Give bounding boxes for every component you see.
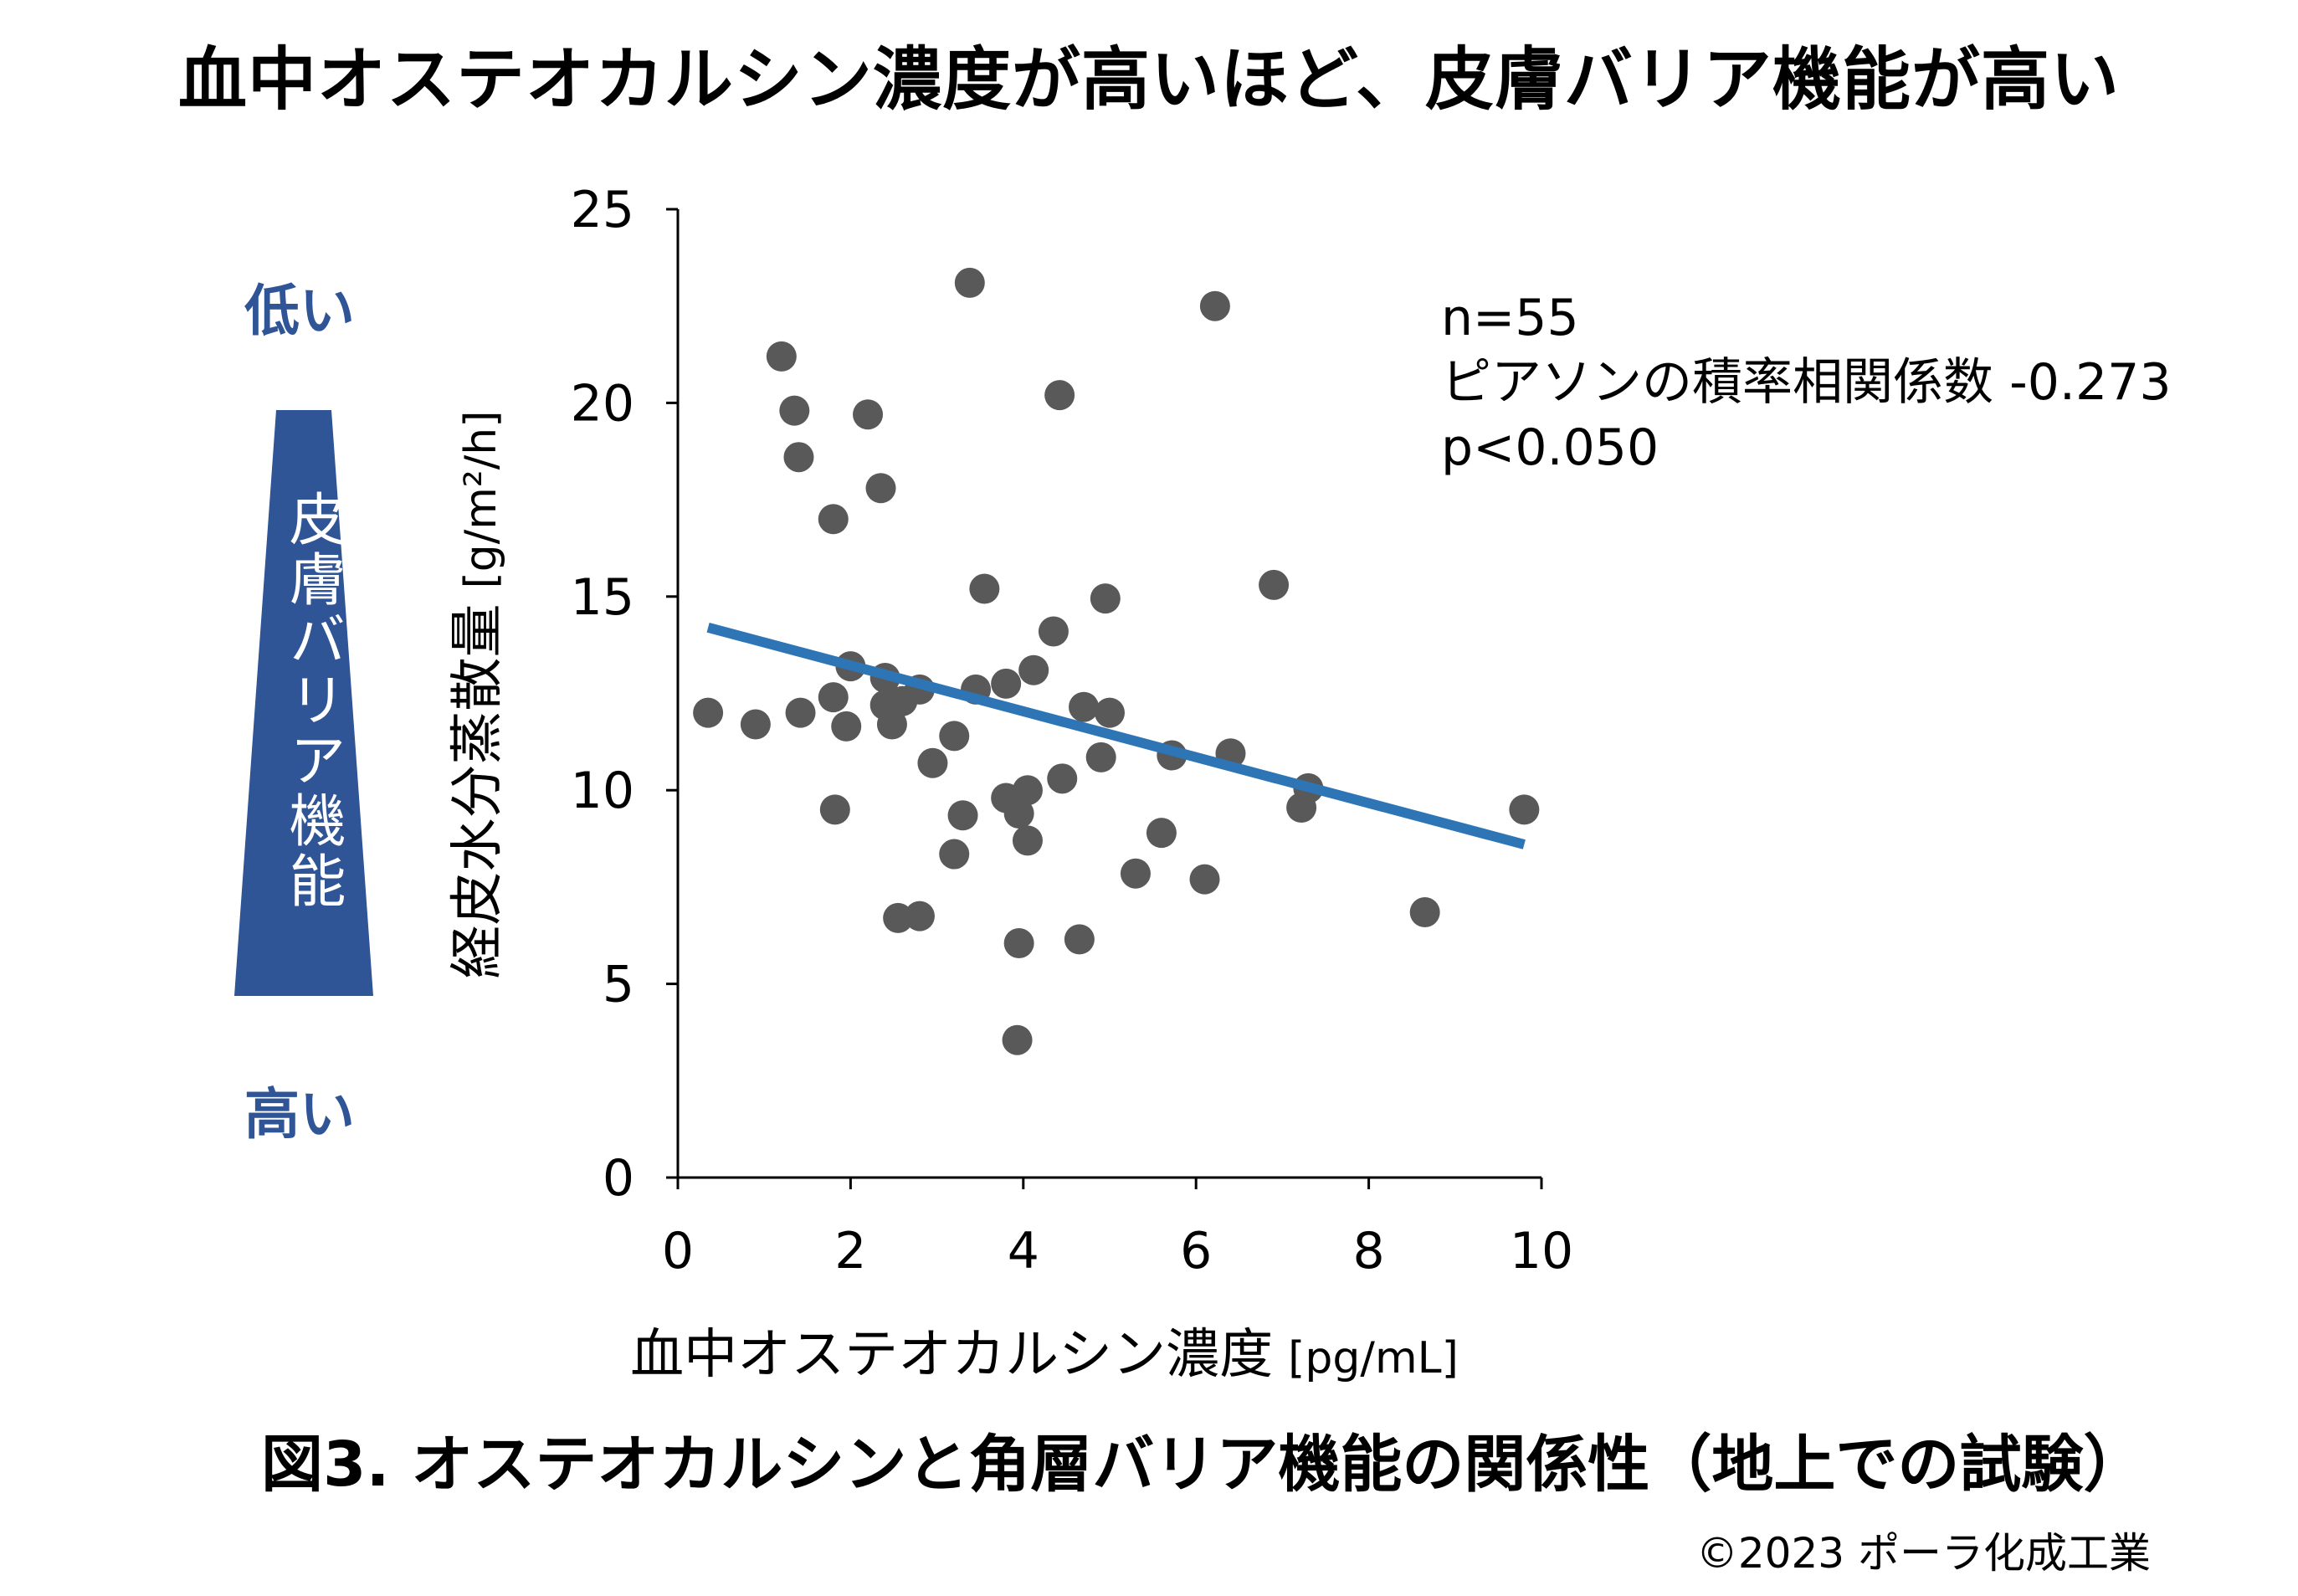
data-point <box>954 267 985 298</box>
y-tick-label: 5 <box>603 956 634 1014</box>
data-point <box>1120 858 1151 889</box>
data-point <box>1199 290 1230 321</box>
data-point <box>917 747 948 778</box>
stat-p-value: p<0.050 <box>1441 418 1659 477</box>
data-point <box>883 902 914 933</box>
data-point <box>1018 654 1049 685</box>
data-point <box>853 399 884 430</box>
data-point <box>904 901 935 931</box>
y-axis-unit: [g/m²/h] <box>456 410 506 588</box>
x-tick-label: 8 <box>1353 1222 1385 1280</box>
data-point <box>947 800 978 831</box>
data-point <box>783 442 814 473</box>
x-axis-title: 血中オステオカルシン濃度 [pg/mL] <box>630 1324 1459 1386</box>
figure-caption: 図3. オステオカルシンと角層バリア機能の関係性（地上での試験） <box>261 1429 2146 1501</box>
data-point <box>766 341 797 372</box>
page-headline: 血中オステオカルシン濃度が高いほど、皮膚バリア機能が高い <box>178 40 2120 120</box>
trendline <box>706 623 1526 849</box>
data-point <box>779 395 810 426</box>
data-point <box>939 839 970 870</box>
data-point <box>1069 691 1100 722</box>
trendline-group <box>706 623 1526 849</box>
data-point <box>1003 798 1034 829</box>
data-point <box>1509 794 1540 825</box>
data-point <box>1085 742 1116 772</box>
barrier-high-label: 高い <box>244 1082 355 1147</box>
data-point <box>1038 616 1069 647</box>
stat-n: n=55 <box>1441 289 1579 347</box>
data-point <box>818 682 849 713</box>
x-tick-label: 6 <box>1180 1222 1212 1280</box>
x-axis-ticks: 0 2 4 6 8 10 <box>662 1178 1573 1280</box>
data-point <box>865 473 896 504</box>
data-point <box>1012 825 1043 856</box>
data-point <box>876 709 907 740</box>
data-point <box>1189 864 1220 895</box>
data-point <box>693 697 724 728</box>
x-tick-label: 10 <box>1510 1222 1573 1280</box>
barrier-trapezoid-shape <box>234 410 373 996</box>
y-tick-label: 25 <box>571 181 634 239</box>
data-point <box>1146 818 1177 849</box>
y-axis-ticks: 0 5 10 15 20 25 <box>571 181 678 1208</box>
y-tick-label: 20 <box>571 374 634 433</box>
data-point <box>1090 583 1121 614</box>
x-tick-label: 0 <box>662 1222 694 1280</box>
data-point <box>1095 697 1125 728</box>
data-point <box>969 573 1000 604</box>
data-point <box>1002 1024 1033 1055</box>
barrier-low-label: 低い <box>244 279 355 343</box>
data-point <box>818 504 849 535</box>
data-point <box>1409 896 1440 927</box>
barrier-trapezoid <box>234 410 373 996</box>
data-point <box>939 721 970 752</box>
data-point <box>831 711 862 742</box>
stat-pearson: ピアソンの積率相関係数 -0.273 <box>1441 353 2172 412</box>
x-axis-unit: [pg/mL] <box>1288 1333 1459 1383</box>
data-point <box>991 668 1022 699</box>
data-point <box>740 709 771 740</box>
chart-axes <box>676 209 1541 1179</box>
data-point <box>1064 924 1095 955</box>
x-tick-label: 4 <box>1008 1222 1039 1280</box>
data-point <box>785 697 816 728</box>
data-point <box>1047 763 1078 794</box>
data-point <box>1044 380 1075 411</box>
x-axis-title-text: 血中オステオカルシン濃度 <box>630 1324 1273 1386</box>
y-tick-label: 15 <box>571 568 634 627</box>
barrier-function-label: 皮膚バリア機能 <box>279 490 345 911</box>
data-point <box>1259 569 1290 600</box>
x-tick-label: 2 <box>834 1222 866 1280</box>
y-axis-title: 経皮水分蒸散量 [g/m²/h] <box>447 410 509 978</box>
y-axis-title-text: 経皮水分蒸散量 <box>447 604 509 979</box>
y-tick-label: 10 <box>571 762 634 820</box>
data-point <box>819 794 850 825</box>
data-point <box>1003 928 1034 959</box>
copyright-notice: ©2023 ポーラ化成工業 <box>1695 1529 2151 1578</box>
y-tick-label: 0 <box>603 1149 634 1208</box>
data-point <box>1012 775 1043 806</box>
